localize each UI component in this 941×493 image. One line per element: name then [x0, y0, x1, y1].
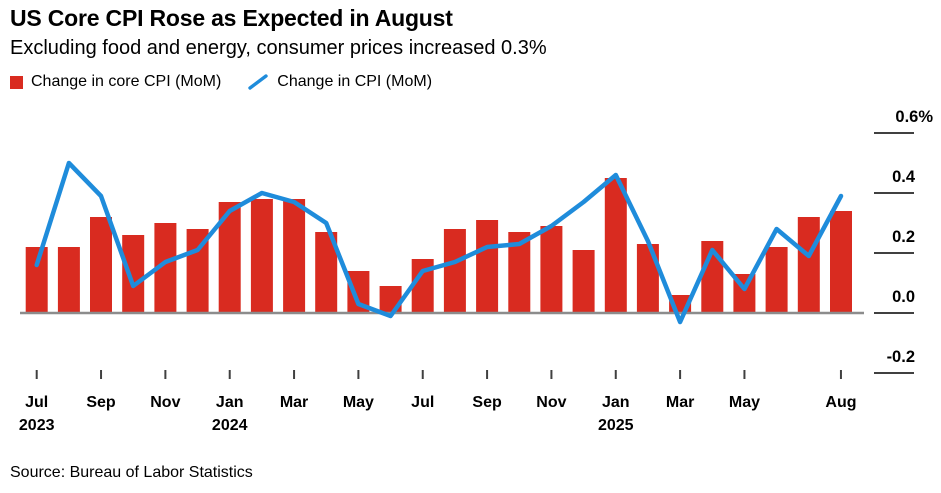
bar-Jun-2025 [765, 247, 788, 313]
combo-chart-svg: 0.6% 0.4 0.2 0.0 -0.2 Jul 2023 Sep Nov Jan 2024 Mar… [19, 108, 933, 434]
x-tick-year-label: 2025 [598, 417, 634, 434]
y-tick-label: 0.0 [892, 288, 915, 306]
x-tick-label: Jan [216, 394, 244, 411]
source-note: Source: Bureau of Labor Statistics [10, 464, 253, 481]
legend-item-core-cpi: Change in core CPI (MoM) [10, 73, 221, 91]
legend-label-core-cpi: Change in core CPI (MoM) [31, 73, 222, 90]
bar-Apr-2024 [315, 232, 338, 313]
x-tick-label: May [729, 394, 760, 411]
x-tick-label: Jul [25, 394, 48, 411]
chart-area: 0.6% 0.4 0.2 0.0 -0.2 Jul 2023 Sep Nov Jan 2024 Mar… [0, 100, 941, 460]
x-tick-label: Aug [825, 394, 856, 411]
bar-Jan-2025 [604, 178, 627, 313]
chart-subtitle: Excluding food and energy, consumer pric… [10, 37, 547, 59]
bar-Sep-2024 [476, 220, 499, 313]
x-tick-label: Mar [666, 394, 694, 411]
bar-Nov-2023 [154, 223, 177, 313]
bar-Nov-2024 [540, 226, 563, 313]
x-tick-label: Sep [472, 394, 502, 411]
x-tick-year-label: 2023 [19, 417, 55, 434]
x-tick-label: Sep [86, 394, 116, 411]
page-title: US Core CPI Rose as Expected in August [10, 5, 453, 31]
y-tick-label: -0.2 [887, 348, 915, 366]
x-tick-label: Jan [602, 394, 630, 411]
bar-Aug-2023 [57, 247, 80, 313]
y-tick-label: 0.4 [892, 168, 916, 186]
y-tick-label: 0.6% [895, 108, 933, 126]
legend-label-cpi: Change in CPI (MoM) [277, 73, 433, 90]
x-tick-label: May [343, 394, 374, 411]
bar-Feb-2025 [636, 244, 659, 313]
y-axis: 0.6% 0.4 0.2 0.0 -0.2 [874, 108, 933, 374]
bar-Aug-2024 [443, 229, 466, 313]
cpi-line-icon [248, 74, 268, 90]
x-tick-label: Jul [411, 394, 434, 411]
bar-Jan-2024 [218, 202, 241, 313]
bar-Jul-2023 [25, 247, 48, 313]
x-tick-label: Mar [280, 394, 308, 411]
bar-Oct-2024 [508, 232, 531, 313]
bar-Mar-2024 [283, 199, 306, 313]
bars-group [25, 178, 852, 313]
x-axis: Jul 2023 Sep Nov Jan 2024 Mar May Jul Sep Nov Jan 20… [19, 370, 857, 434]
bar-Sep-2023 [90, 217, 112, 313]
x-tick-label: Nov [150, 394, 180, 411]
chart-legend: Change in core CPI (MoM) Change in CPI (… [10, 73, 432, 91]
legend-item-cpi: Change in CPI (MoM) [247, 73, 432, 91]
bar-Aug-2025 [830, 211, 852, 313]
cpi-line [34, 160, 844, 325]
bar-Oct-2023 [122, 235, 145, 313]
core-cpi-swatch-icon [10, 75, 23, 89]
y-tick-label: 0.2 [892, 228, 915, 246]
bar-Dec-2024 [572, 250, 595, 313]
x-tick-year-label: 2024 [212, 417, 248, 434]
bar-May-2024 [347, 271, 370, 313]
x-tick-label: Nov [536, 394, 566, 411]
bar-Jul-2025 [797, 217, 820, 313]
bar-Jul-2024 [411, 259, 434, 313]
bar-Feb-2024 [250, 199, 273, 313]
